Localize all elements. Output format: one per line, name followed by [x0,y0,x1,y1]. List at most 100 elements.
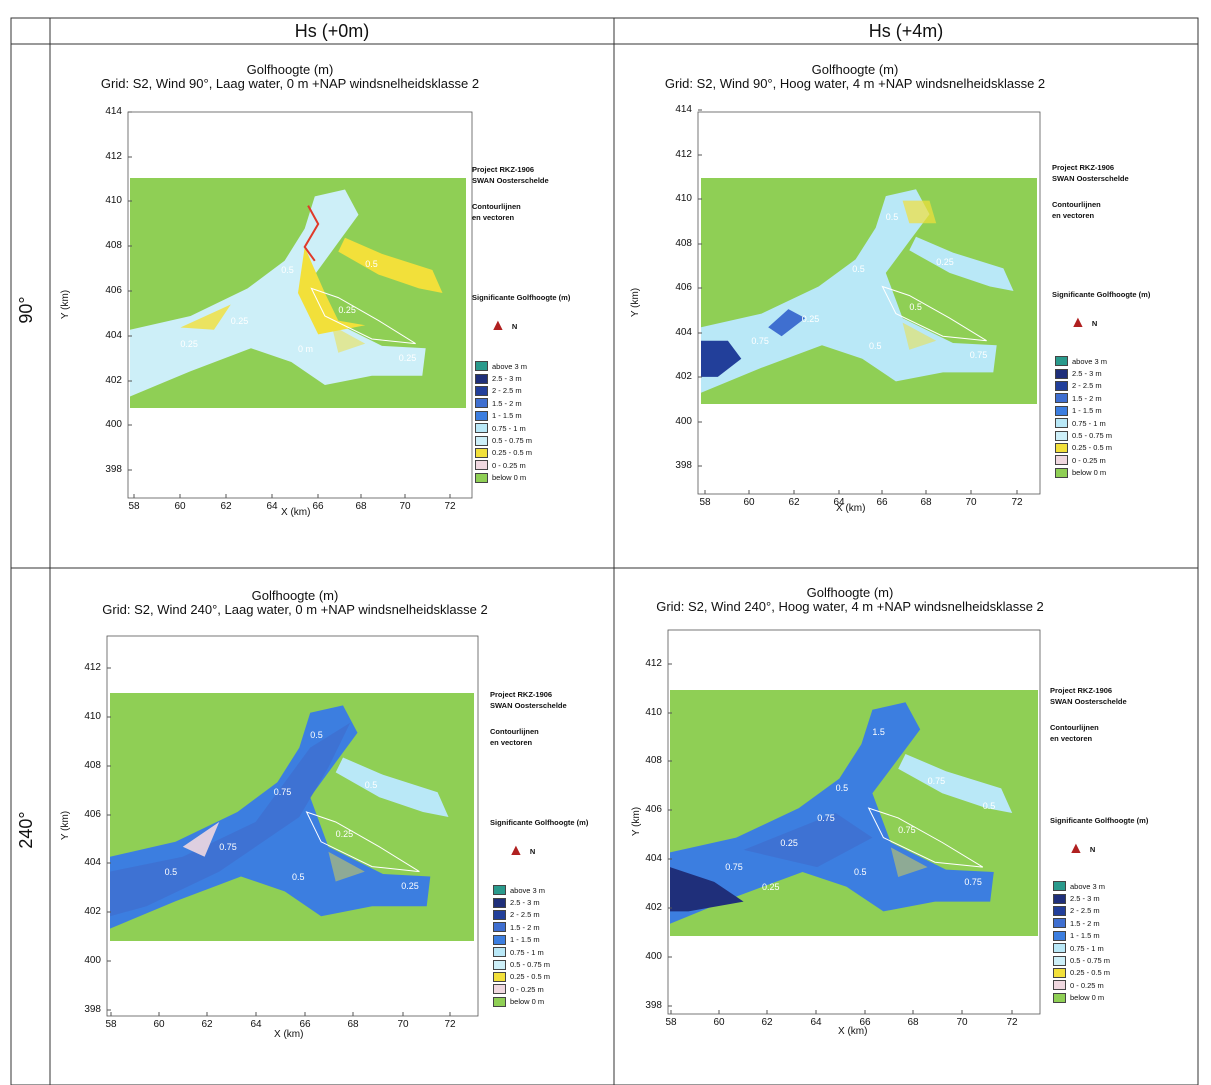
contour-value-label: 0.5 [835,783,849,794]
contour-value-label: 0.25 [936,257,954,268]
y-tick-label: 402 [675,371,692,382]
legend-label: 2.5 - 3 m [492,374,522,384]
y-tick-label: 402 [105,375,122,386]
x-tick-label: 68 [907,1017,919,1028]
contour-value-label: 0.75 [751,336,769,347]
contour-value-label: 0.5 [365,258,378,269]
legend-item: 0 - 0.25 m [1053,979,1110,991]
legend-label: 2.5 - 3 m [510,898,540,908]
legend-label: 0 - 0.25 m [510,984,544,994]
legend-label: 0.5 - 0.75 m [1070,956,1111,966]
legend-swatch [475,361,488,372]
contour-value-label: 0 m [298,343,314,354]
legend-item: 2.5 - 3 m [1055,367,1112,379]
x-tick-label: 72 [1011,497,1023,508]
project-subtitle: SWAN Oosterschelde [1050,697,1127,706]
legend-label: 1 - 1.5 m [1072,406,1102,416]
legend-swatch [1055,467,1068,478]
contour-sublabel: en vectoren [490,738,533,747]
legend-label: 0.25 - 0.5 m [492,448,533,458]
x-tick-label: 72 [444,1019,456,1030]
y-tick-label: 402 [645,902,662,913]
legend-label: 0.75 - 1 m [492,423,526,433]
legend: above 3 m 2.5 - 3 m 2 - 2.5 m 1.5 - 2 m 1 - … [475,360,532,484]
legend-label: 1 - 1.5 m [492,411,522,421]
contour-value-label: 0.5 [909,302,922,313]
legend-item: 0.25 - 0.5 m [475,447,532,459]
y-tick-label: 410 [645,707,662,718]
legend-item: 0.5 - 0.75 m [1053,954,1110,966]
legend-item: 0.75 - 1 m [493,946,550,958]
x-tick-label: 64 [810,1017,822,1028]
legend-swatch [1053,918,1066,929]
legend-label: 1.5 - 2 m [510,922,540,932]
legend-label: 2 - 2.5 m [1070,906,1100,916]
y-tick-label: 398 [84,1004,101,1015]
contour-value-label: 0.25 [762,881,780,892]
legend-swatch [493,971,506,982]
project-name: Project RKZ-1906 [1050,686,1113,695]
x-tick-label: 60 [743,497,755,508]
contour-label: Contourlijnen [472,202,521,211]
legend-swatch [1055,442,1068,453]
x-tick-label: 72 [444,501,456,512]
legend: above 3 m 2.5 - 3 m 2 - 2.5 m 1.5 - 2 m 1 - … [1053,880,1110,1004]
legend-item: 2.5 - 3 m [493,896,550,908]
legend-item: 0 - 0.25 m [493,983,550,995]
north-label: N [1089,844,1096,854]
y-tick-label: 400 [675,416,692,427]
project-name: Project RKZ-1906 [472,165,535,174]
project-subtitle: SWAN Oosterschelde [472,176,549,185]
legend-item: 1 - 1.5 m [1055,405,1112,417]
contour-label: Contourlijnen [1052,200,1101,209]
north-label: N [529,846,536,856]
legend-swatch [1053,955,1066,966]
legend-item: above 3 m [493,884,550,896]
y-tick-label: 412 [675,149,692,160]
legend-label: 2.5 - 3 m [1072,369,1102,379]
x-axis-label: X (km) [281,507,311,518]
x-tick-label: 62 [220,501,232,512]
legend-item: 0 - 0.25 m [475,459,532,471]
y-tick-label: 406 [645,804,662,815]
x-tick-label: 62 [201,1019,213,1030]
north-arrow: ▲ N [490,317,517,335]
contour-value-label: 0.5 [292,871,305,882]
legend-label: 1 - 1.5 m [1070,931,1100,941]
legend-item: 0.25 - 0.5 m [1053,967,1110,979]
legend-label: 2 - 2.5 m [1072,381,1102,391]
y-tick-label: 408 [675,238,692,249]
contour-value-label: 0.5 [869,340,882,351]
y-axis-label: Y (km) [60,810,72,841]
project-subtitle: SWAN Oosterschelde [1052,174,1129,183]
contour-value-label: 0.5 [310,730,323,741]
legend: above 3 m 2.5 - 3 m 2 - 2.5 m 1.5 - 2 m 1 - … [1055,355,1112,479]
contour-value-label: 0.5 [364,779,378,790]
contour-value-label: 0.5 [854,867,867,878]
x-tick-label: 58 [699,497,711,508]
y-axis-label: Y (km) [60,289,72,320]
project-subtitle: SWAN Oosterschelde [490,701,567,710]
y-tick-label: 406 [84,809,101,820]
contour-value-label: 0.25 [801,313,820,324]
map-title: Golfhoogte (m) [811,62,899,77]
legend-swatch [475,472,488,483]
legend-swatch [1053,980,1066,991]
y-tick-label: 412 [105,151,122,162]
row-header-90: 90° [16,296,36,324]
project-name: Project RKZ-1906 [490,690,553,699]
contour-value-label: 0.25 [398,352,417,363]
legend-label: 1.5 - 2 m [1070,918,1100,928]
y-tick-label: 406 [675,282,692,293]
map-subtitle: Grid: S2, Wind 90°, Hoog water, 4 m +NAP… [664,76,1046,91]
north-arrow: ▲ N [508,842,535,860]
contour-value-label: 1.5 [872,726,885,737]
y-tick-label: 406 [105,285,122,296]
legend-swatch [475,385,488,396]
legend-swatch [1053,930,1066,941]
legend-item: above 3 m [1055,355,1112,367]
north-arrow-icon: ▲ [508,842,524,859]
legend-label: 0.75 - 1 m [510,947,544,957]
legend-swatch [493,909,506,920]
map-subtitle: Grid: S2, Wind 240°, Hoog water, 4 m +NA… [656,599,1044,614]
